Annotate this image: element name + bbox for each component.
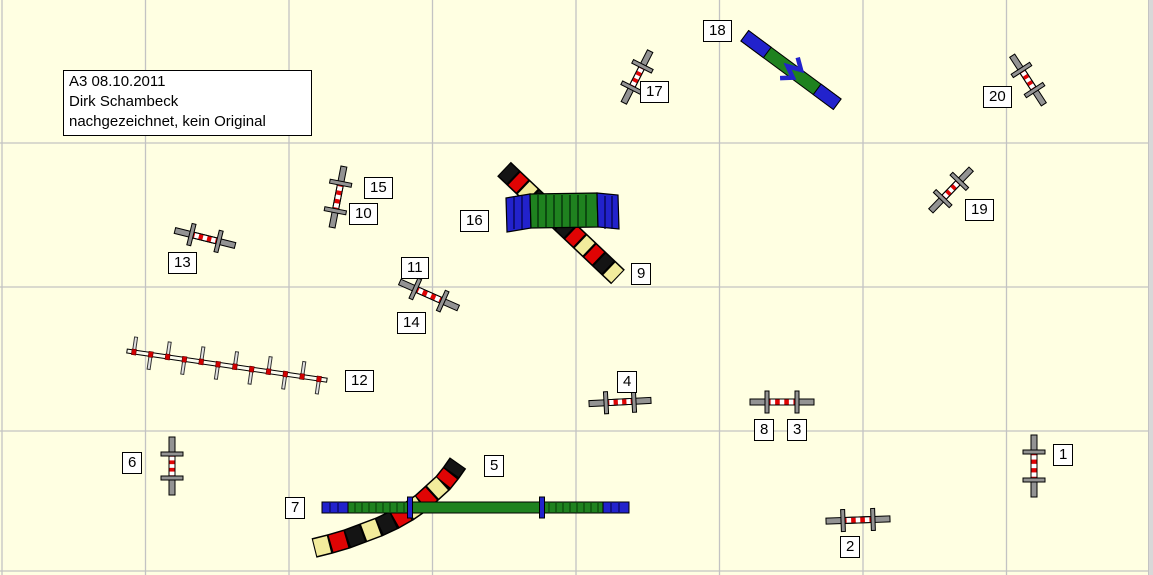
jump-6[interactable] [160, 436, 184, 496]
obstacle-label-15[interactable]: 15 [364, 177, 393, 199]
jump-3-8[interactable] [749, 390, 815, 414]
jump-13[interactable] [172, 220, 237, 256]
course-author: Dirk Schambeck [69, 93, 179, 110]
jump-19[interactable] [923, 161, 979, 218]
obstacle-label-2[interactable]: 2 [840, 536, 861, 558]
tunnel-5[interactable] [311, 457, 467, 558]
obstacle-label-11[interactable]: 11 [401, 257, 429, 279]
obstacle-label-18[interactable]: 18 [703, 20, 732, 42]
course-note: nachgezeichnet, kein Original [69, 113, 266, 130]
obstacle-label-17[interactable]: 17 [640, 81, 669, 103]
obstacle-label-16[interactable]: 16 [460, 210, 489, 232]
obstacle-label-4[interactable]: 4 [617, 371, 638, 393]
jump-1[interactable] [1022, 434, 1046, 498]
course-info-box[interactable]: A3 08.10.2011 Dirk Schambeck nachgezeich… [63, 70, 312, 136]
jump-17[interactable] [614, 46, 660, 108]
dog-walk-7[interactable] [321, 496, 630, 519]
obstacle-label-10[interactable]: 10 [349, 203, 378, 225]
weave-poles-12[interactable] [125, 336, 329, 395]
jump-11-14[interactable] [395, 272, 462, 318]
right-edge-band [1148, 0, 1153, 575]
obstacle-label-7[interactable]: 7 [285, 497, 306, 519]
obstacle-label-9[interactable]: 9 [631, 263, 652, 285]
jump-4[interactable] [588, 389, 652, 415]
course-title: A3 08.10.2011 [69, 73, 166, 90]
obstacle-label-3[interactable]: 3 [787, 419, 808, 441]
see-saw-18[interactable] [737, 25, 846, 115]
obstacle-label-6[interactable]: 6 [122, 452, 143, 474]
jump-20[interactable] [1003, 50, 1053, 111]
obstacle-label-1[interactable]: 1 [1053, 444, 1074, 466]
obstacle-label-14[interactable]: 14 [397, 312, 426, 334]
obstacle-label-19[interactable]: 19 [965, 199, 994, 221]
jump-2[interactable] [825, 507, 891, 533]
obstacle-label-5[interactable]: 5 [484, 455, 505, 477]
a-frame-16[interactable] [505, 192, 620, 233]
obstacle-label-13[interactable]: 13 [168, 252, 197, 274]
obstacle-label-12[interactable]: 12 [345, 370, 374, 392]
obstacle-label-20[interactable]: 20 [983, 86, 1012, 108]
jump-10-15[interactable] [321, 164, 354, 229]
obstacle-label-8[interactable]: 8 [754, 419, 775, 441]
